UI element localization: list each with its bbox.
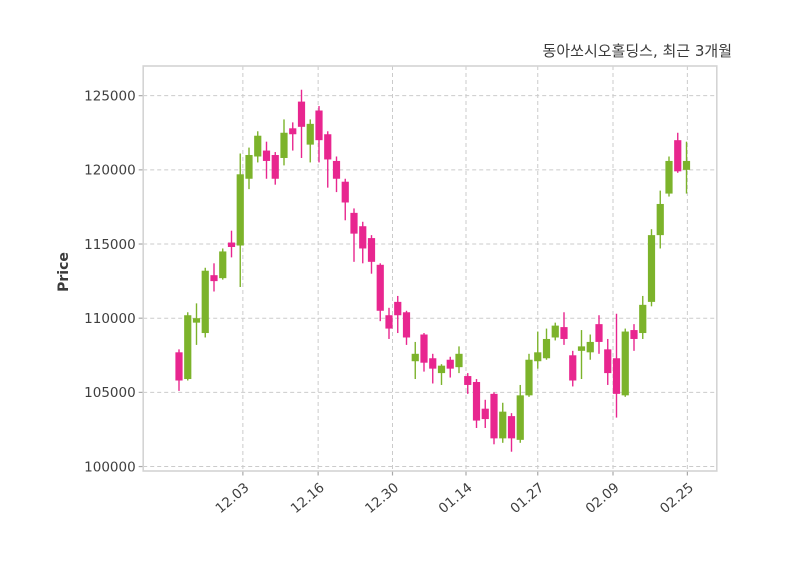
candle-body [621, 331, 629, 396]
candle-body [332, 160, 341, 179]
y-tick-label: 120000 [84, 163, 136, 179]
candle-body [604, 349, 612, 374]
candle-body [306, 123, 314, 145]
candle-body [227, 242, 236, 247]
candle-body [429, 358, 437, 369]
candle-body [175, 352, 183, 381]
candle-body [464, 376, 472, 385]
candle-body [394, 301, 402, 316]
candle-body [595, 324, 603, 342]
candle-body [350, 212, 358, 234]
y-tick-label: 105000 [84, 385, 136, 401]
candle-body [542, 338, 551, 359]
candle-body [674, 140, 682, 172]
candle-body [639, 304, 647, 334]
candle-body [192, 318, 201, 323]
candle-body [490, 393, 498, 439]
candle-body [280, 132, 288, 158]
candle-body [656, 203, 664, 236]
candle-body [534, 352, 542, 362]
candle-body [297, 101, 306, 127]
candle-body [682, 160, 691, 170]
candle-body [612, 358, 621, 394]
y-tick-label: 100000 [84, 459, 136, 475]
candle-body [647, 235, 656, 302]
y-tick-label: 110000 [84, 311, 136, 327]
candle-body [455, 353, 463, 368]
y-axis-label: Price [56, 252, 72, 292]
candle-body [446, 359, 454, 369]
y-tick-label: 115000 [84, 237, 136, 253]
candle-body [289, 128, 297, 135]
candle-body [236, 174, 244, 246]
x-tick-label: 01.14 [436, 480, 476, 517]
candle-body [402, 312, 411, 338]
candle-body [420, 334, 428, 363]
candle-body [437, 365, 446, 374]
candle-body [376, 264, 384, 311]
candle-body [516, 395, 524, 440]
candle-body [551, 325, 559, 338]
x-tick-label: 12.30 [362, 480, 402, 517]
x-tick-label: 12.16 [288, 480, 328, 517]
candle-body [665, 160, 673, 194]
x-tick-label: 12.03 [213, 480, 253, 517]
x-tick-label: 01.27 [507, 480, 547, 517]
candle-body [254, 135, 262, 157]
candle-body [630, 330, 638, 339]
candle-body [271, 155, 279, 179]
candle-body [210, 275, 218, 282]
candle-body [560, 327, 568, 339]
y-tick-label: 125000 [84, 88, 136, 104]
candle-body [569, 355, 577, 381]
candle-body [385, 315, 393, 329]
candle-body [324, 134, 332, 160]
plot-border [142, 65, 718, 472]
candle-body [525, 359, 533, 396]
candle-body [481, 408, 489, 420]
candle-body [245, 155, 253, 179]
candle-body [411, 353, 419, 362]
candle-body [219, 251, 227, 279]
candle-body [577, 346, 586, 351]
candle-body [341, 181, 349, 203]
candle-body [499, 411, 507, 439]
candle-body [507, 416, 516, 439]
x-tick-label: 02.25 [657, 480, 697, 517]
candle-body [262, 150, 271, 161]
candle-body [367, 238, 376, 262]
candle-body [201, 270, 209, 334]
candle-body [472, 381, 481, 421]
chart-title: 동아쏘시오홀딩스, 최근 3개월 [542, 42, 732, 60]
candle-body [359, 226, 367, 249]
candle-body [586, 341, 594, 353]
candle-body [184, 315, 192, 380]
candle-body [315, 110, 323, 141]
x-tick-label: 02.09 [583, 480, 623, 517]
